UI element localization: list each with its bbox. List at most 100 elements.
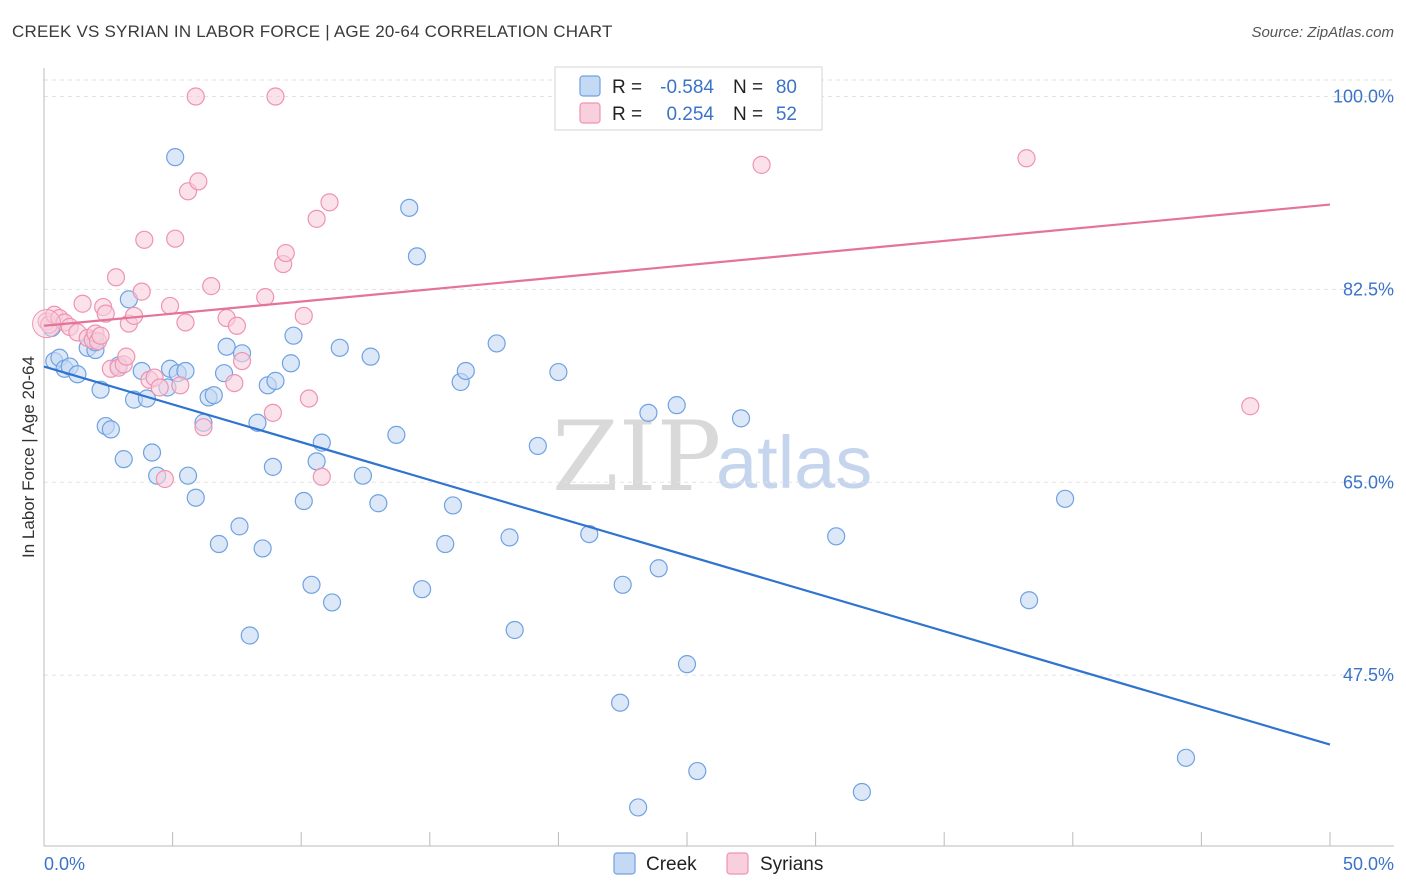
syrians-point bbox=[194, 418, 213, 437]
creek-point bbox=[677, 655, 697, 674]
syrians-point bbox=[299, 389, 319, 408]
syrians-point bbox=[266, 87, 285, 106]
legend-bottom: Creek Syrians bbox=[613, 852, 823, 875]
creek-point bbox=[330, 338, 349, 357]
creek-point bbox=[114, 450, 133, 469]
syrians-point bbox=[312, 467, 331, 486]
syrians-trend-line bbox=[43, 203, 1331, 327]
watermark: ZIP atlas bbox=[552, 401, 872, 513]
y-axis-title: In Labor Force | Age 20-64 bbox=[19, 356, 38, 558]
creek-point bbox=[281, 354, 301, 373]
bottom-legend-creek-label: Creek bbox=[646, 854, 697, 875]
creek-point bbox=[629, 798, 648, 817]
creek-point bbox=[284, 326, 303, 345]
creek-point bbox=[613, 575, 632, 594]
creek-point bbox=[649, 559, 668, 578]
syrians-point bbox=[132, 282, 151, 301]
creek-point bbox=[204, 386, 223, 405]
creek-point bbox=[240, 626, 259, 645]
legend-top: R = -0.584 N = 80 R = 0.254 N = 52 bbox=[554, 66, 823, 131]
creek-point bbox=[400, 198, 419, 217]
trend-lines bbox=[43, 203, 1331, 746]
creek-point bbox=[142, 443, 162, 462]
syrians-point bbox=[225, 373, 244, 393]
syrians-point bbox=[189, 172, 208, 191]
legend-creek-r-label: R = bbox=[612, 77, 642, 98]
creek-point bbox=[528, 436, 547, 456]
syrians-point bbox=[96, 304, 115, 323]
creek-point bbox=[266, 371, 285, 390]
creek-point bbox=[443, 496, 463, 515]
legend-syrians-n-value: 52 bbox=[776, 104, 797, 125]
creek-point bbox=[217, 337, 236, 356]
syrians-point bbox=[227, 316, 246, 335]
creek-point bbox=[639, 403, 658, 422]
creek-point bbox=[253, 539, 272, 558]
syrians-point bbox=[155, 469, 174, 489]
legend-syrians-r-label: R = bbox=[612, 104, 642, 125]
syrians-point bbox=[150, 378, 169, 397]
watermark-zip: ZIP bbox=[552, 401, 721, 513]
bottom-legend-creek-swatch bbox=[613, 852, 636, 875]
syrians-point bbox=[91, 326, 110, 345]
syrians-point bbox=[166, 229, 185, 248]
y-tick-label: 65.0% bbox=[1343, 472, 1394, 492]
syrians-point bbox=[202, 277, 221, 296]
bottom-legend-syrians-swatch bbox=[726, 852, 749, 875]
x-axis-ticks bbox=[43, 832, 1331, 846]
y-tick-label: 100.0% bbox=[1333, 87, 1394, 107]
creek-point bbox=[580, 524, 599, 544]
legend-syrians-n-label: N = bbox=[733, 104, 763, 125]
syrians-point bbox=[117, 347, 136, 366]
syrians-point bbox=[1017, 149, 1036, 168]
creek-point bbox=[487, 334, 506, 353]
creek-point bbox=[322, 593, 342, 612]
creek-point bbox=[294, 491, 313, 511]
syrians-point bbox=[320, 193, 339, 212]
y-tick-label: 82.5% bbox=[1343, 279, 1394, 299]
creek-point bbox=[387, 425, 406, 444]
source-label: Source: ZipAtlas.com bbox=[1251, 24, 1394, 41]
y-tick-labels: 47.5% 65.0% 82.5% 100.0% bbox=[1333, 87, 1394, 686]
legend-syrians-r-value: 0.254 bbox=[666, 104, 714, 125]
creek-point bbox=[178, 466, 198, 485]
x-tick-label-max: 50.0% bbox=[1343, 854, 1394, 874]
legend-creek-n-label: N = bbox=[733, 77, 763, 98]
creek-point bbox=[852, 782, 871, 802]
syrians-point bbox=[263, 403, 283, 422]
legend-creek-n-value: 80 bbox=[776, 77, 797, 98]
creek-point bbox=[505, 620, 524, 640]
syrians-point bbox=[294, 306, 313, 325]
legend-creek-r-value: -0.584 bbox=[660, 77, 714, 98]
creek-point bbox=[101, 420, 120, 439]
creek-point bbox=[456, 361, 475, 381]
syrians-point bbox=[232, 351, 252, 371]
creek-point bbox=[611, 693, 630, 712]
creek-point bbox=[1055, 489, 1075, 508]
creek-point bbox=[412, 580, 432, 599]
creek-point bbox=[307, 452, 326, 471]
creek-point bbox=[667, 396, 686, 415]
creek-point bbox=[1019, 591, 1039, 610]
x-tick-label-min: 0.0% bbox=[44, 854, 85, 874]
creek-point bbox=[1176, 748, 1196, 767]
syrians-point bbox=[171, 376, 190, 395]
syrians-point bbox=[73, 294, 92, 313]
syrians-point bbox=[276, 243, 295, 263]
creek-point bbox=[186, 488, 205, 507]
creek-trend-line bbox=[43, 365, 1331, 746]
creek-point bbox=[549, 362, 568, 382]
syrians-point bbox=[307, 209, 326, 228]
syrians-point bbox=[176, 313, 195, 332]
creek-point bbox=[688, 761, 707, 781]
creek-point bbox=[209, 534, 228, 554]
bottom-legend-syrians-label: Syrians bbox=[760, 854, 823, 875]
legend-syrians-swatch bbox=[579, 102, 601, 124]
creek-point bbox=[369, 494, 388, 513]
syrians-point bbox=[256, 288, 275, 307]
creek-point bbox=[500, 528, 519, 547]
creek-point bbox=[230, 517, 249, 536]
creek-point bbox=[361, 347, 380, 366]
creek-point bbox=[263, 457, 283, 476]
